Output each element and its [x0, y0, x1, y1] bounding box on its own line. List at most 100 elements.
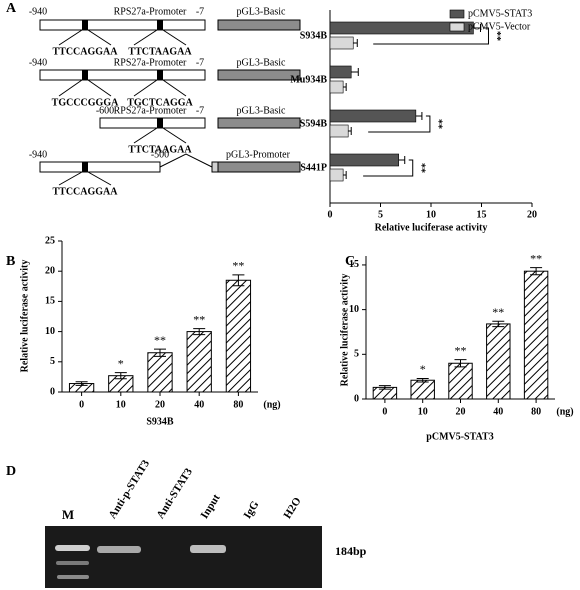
x-tick-label: 0: [79, 399, 84, 410]
y-tick-label: 15: [45, 296, 55, 307]
error-bar: [398, 156, 406, 164]
significance: **: [433, 119, 444, 129]
vector-box: [211, 161, 301, 173]
site-line: [133, 29, 158, 46]
y-tick-label: 25: [45, 235, 55, 246]
vector-box: [217, 19, 301, 31]
bar: [329, 109, 417, 123]
promoter-box: [39, 19, 206, 31]
panel-label: A: [6, 1, 17, 16]
site-sequence: TTCTAAGAA: [128, 144, 192, 155]
legend-swatch: [449, 22, 465, 32]
x-tick-label: 20: [527, 209, 537, 220]
site-line: [87, 171, 112, 186]
bar: [186, 331, 212, 393]
promoter-box: [39, 69, 206, 81]
x-tick-label: 20: [155, 399, 165, 410]
bar: [523, 270, 549, 400]
site-line: [58, 171, 83, 186]
bar: [329, 168, 344, 182]
error-bar: [232, 274, 245, 287]
binding-site: [82, 70, 88, 80]
error-bar: [343, 83, 347, 91]
error-bar: [343, 171, 347, 179]
bar: [448, 362, 473, 400]
panel-label: B: [6, 254, 15, 269]
x-tick-label: 10: [116, 399, 126, 410]
significance: **: [491, 31, 502, 41]
position-label: -940: [29, 149, 47, 160]
position-label: -7: [196, 6, 204, 17]
site-line: [162, 29, 187, 46]
error-bar: [114, 372, 127, 380]
error-bar: [353, 39, 358, 47]
error-bar: [193, 328, 206, 336]
y-tick-label: 5: [50, 356, 55, 367]
x-tick-label: 80: [531, 406, 541, 417]
legend-label: pCMV5-Vector: [468, 21, 531, 32]
lane-label: IgG: [242, 499, 262, 521]
lane-label: M: [62, 507, 74, 522]
binding-site: [82, 162, 88, 172]
site-sequence: TGCTCAGGA: [127, 97, 193, 108]
position-label: -940: [29, 6, 47, 17]
error-bar: [351, 68, 359, 76]
binding-site: [157, 70, 163, 80]
site-line: [162, 127, 187, 144]
x-tick-label: 40: [493, 406, 503, 417]
bar: [329, 124, 349, 138]
x-tick-label: 0: [328, 209, 333, 220]
significance: **: [455, 343, 467, 357]
x-unit: (ng): [263, 399, 280, 410]
category-label: S594B: [300, 118, 328, 129]
y-tick-label: 0: [354, 393, 359, 404]
promoter-label: RPS27a-Promoter: [114, 57, 187, 68]
promoter-box: [39, 161, 161, 173]
x-tick-label: 15: [477, 209, 487, 220]
y-tick-label: 15: [349, 259, 359, 270]
gel-band: [55, 545, 90, 551]
category-label: S934B: [300, 30, 328, 41]
bar: [329, 153, 399, 167]
connector: [159, 153, 213, 168]
site-line: [58, 79, 83, 97]
y-tick-label: 20: [45, 265, 55, 276]
category-label: Mu934B: [290, 74, 327, 85]
significance: **: [154, 333, 166, 347]
promoter-label: RPS27a-Promoter: [114, 6, 187, 17]
error-bar: [530, 267, 543, 276]
significance: **: [415, 163, 426, 173]
binding-site: [82, 20, 88, 30]
bar: [329, 21, 474, 35]
error-bar: [75, 381, 88, 386]
lane-label: Anti-STAT3: [155, 466, 196, 521]
binding-site: [157, 118, 163, 128]
site-line: [87, 29, 112, 46]
significance: *: [420, 362, 426, 376]
gel: [45, 526, 322, 588]
vector-box: [211, 161, 219, 173]
gel-band: [57, 575, 89, 579]
site-sequence: TTCTAAGAA: [128, 46, 192, 57]
significance-bracket: [368, 115, 431, 133]
significance: **: [530, 251, 542, 265]
x-tick-label: 0: [382, 406, 387, 417]
legend-label: pCMV5-STAT3: [468, 8, 532, 19]
lane-label: Anti-p-STAT3: [107, 457, 153, 520]
x-tick-label: 5: [378, 209, 383, 220]
panel-label: D: [6, 464, 16, 479]
x-axis-label: S934B: [146, 416, 174, 427]
significance: **: [193, 312, 205, 326]
site-line: [133, 127, 158, 144]
y-axis-label: Relative luciferase activity: [19, 260, 30, 373]
position-label: -500: [151, 149, 169, 160]
error-bar: [154, 348, 166, 357]
promoter-box: [99, 117, 206, 129]
site-sequence: TTCCAGGAA: [52, 186, 118, 197]
bar: [225, 279, 252, 393]
significance-bracket: [363, 159, 414, 177]
bar: [410, 379, 435, 400]
error-bar: [416, 377, 429, 383]
position-label: -7: [196, 57, 204, 68]
